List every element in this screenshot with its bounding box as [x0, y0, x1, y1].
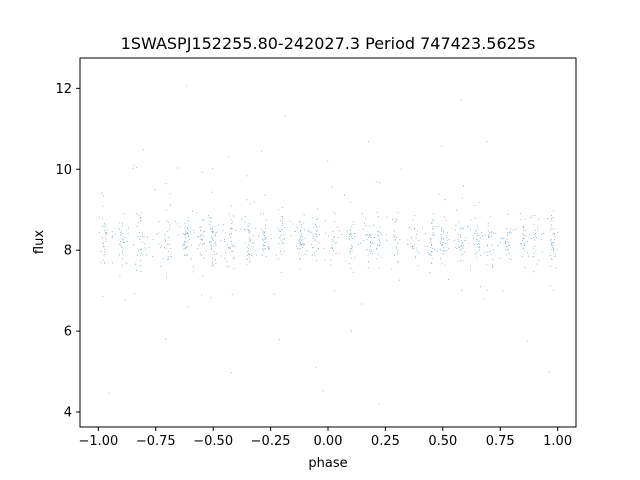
x-tick-label: 1.00 — [543, 434, 572, 449]
scatter-points — [98, 85, 559, 405]
y-axis-label: flux — [32, 230, 47, 254]
y-tick-label: 8 — [64, 244, 72, 259]
y-tick-label: 4 — [64, 406, 72, 421]
chart-title: 1SWASPJ152255.80-242027.3 Period 747423.… — [121, 34, 536, 53]
y-tick-label: 12 — [55, 82, 72, 97]
x-tick-label: −0.25 — [251, 434, 291, 449]
x-tick-label: 0.00 — [314, 434, 343, 449]
y-tick-label: 6 — [64, 325, 72, 340]
x-tick-label: 0.75 — [486, 434, 515, 449]
x-tick-label: −0.75 — [136, 434, 176, 449]
x-axis: −1.00 −0.75 −0.50 −0.25 0.00 0.25 0.50 0.75 1.00 — [78, 427, 572, 449]
data-points — [98, 85, 559, 405]
x-tick-label: 0.50 — [428, 434, 457, 449]
x-tick-label: −0.50 — [193, 434, 233, 449]
x-tick-label: 0.25 — [371, 434, 400, 449]
y-axis: 4 6 8 10 12 — [55, 82, 80, 421]
y-tick-label: 10 — [55, 163, 72, 178]
x-tick-label: −1.00 — [78, 434, 118, 449]
x-axis-label: phase — [308, 456, 347, 471]
